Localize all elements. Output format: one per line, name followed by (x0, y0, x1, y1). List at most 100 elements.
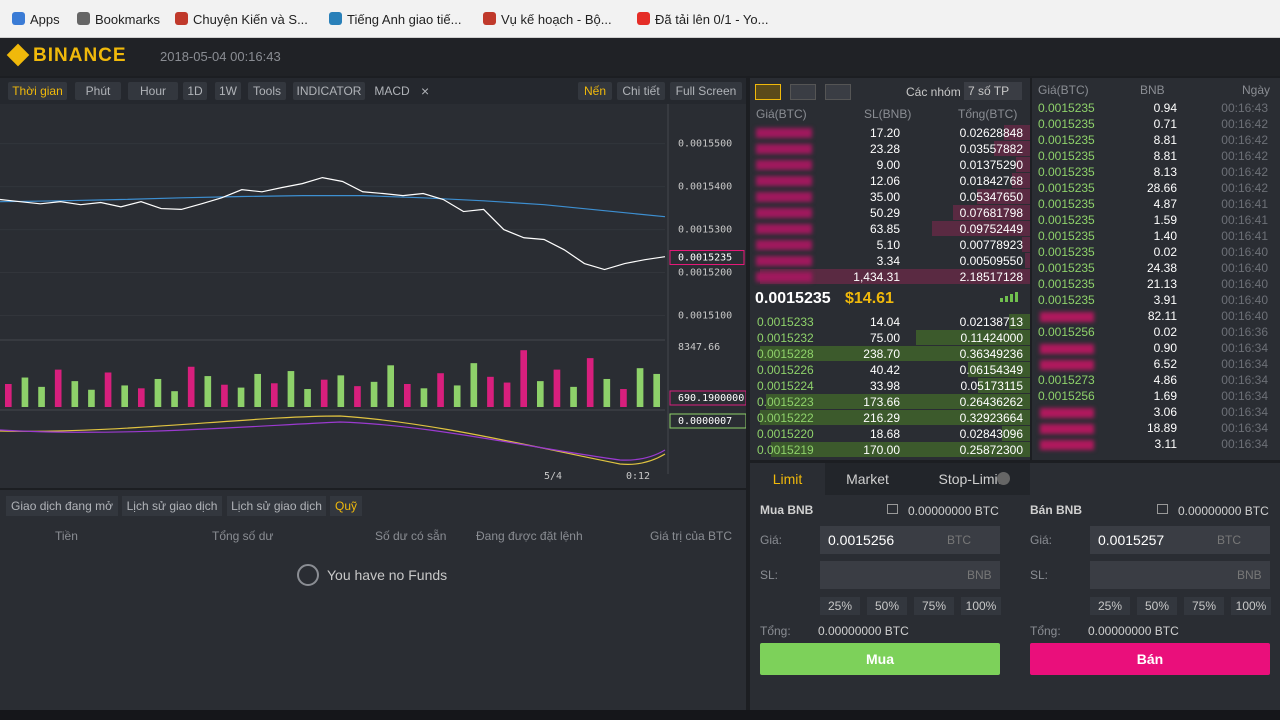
ask-price-hidden (756, 208, 812, 218)
funds-tab[interactable]: Lịch sử giao dịch (227, 496, 326, 516)
order-tab[interactable]: Market (825, 463, 910, 495)
price-input[interactable] (1090, 526, 1270, 554)
volume-bar (121, 385, 129, 407)
bottom-bar (0, 710, 1280, 720)
trade-amount: 1.40 (1153, 229, 1177, 243)
balance: 0.00000000 BTC (908, 504, 999, 518)
percent-button[interactable]: 50% (867, 597, 907, 615)
ask-amount: 63.85 (869, 222, 900, 236)
ask-price-hidden (756, 256, 812, 266)
trade-amount: 24.38 (1146, 261, 1177, 275)
trade-time: 00:16:34 (1221, 341, 1268, 355)
ask-amount: 3.34 (876, 254, 900, 268)
trade-price: 0.0015235 (1038, 293, 1095, 307)
bookmark[interactable]: Đã tải lên 0/1 - Yo... (655, 12, 769, 27)
bookmark[interactable]: Tiếng Anh giao tiế... (347, 12, 462, 27)
bid-price: 0.0015233 (757, 315, 814, 329)
y-tick-label: 0.0015500 (678, 139, 732, 150)
wallet-icon (887, 504, 898, 514)
percent-button[interactable]: 50% (1137, 597, 1177, 615)
close-indicator[interactable]: × (421, 83, 430, 99)
view-toggle[interactable] (825, 84, 851, 100)
toolbar-button[interactable]: 1W (215, 82, 241, 100)
toolbar-button[interactable]: Hour (128, 82, 178, 100)
view-toggle[interactable] (755, 84, 781, 100)
bookmark-icon (175, 12, 188, 25)
bid-amount: 33.98 (869, 379, 900, 393)
percent-button[interactable]: 25% (1090, 597, 1130, 615)
bid-price: 0.0015220 (757, 427, 814, 441)
price-input[interactable] (820, 526, 1000, 554)
funds-tab[interactable]: Lịch sử giao dịch (122, 496, 222, 516)
signal-bar (1015, 292, 1018, 302)
trade-amount: 4.87 (1153, 197, 1177, 211)
volume-bar (154, 378, 162, 407)
trade-amount: 3.11 (1154, 437, 1177, 451)
ask-depth (976, 189, 1030, 204)
toolbar-button[interactable]: MACD (374, 84, 410, 98)
volume-bar (603, 378, 611, 407)
price-value: 0.0015256 (828, 532, 895, 548)
bookmark[interactable]: Chuyện Kiến và S... (193, 12, 308, 27)
price-unit: BTC (1217, 533, 1241, 547)
bookmark[interactable]: Vụ kế hoạch - Bộ... (501, 12, 612, 27)
ask-price-hidden (756, 240, 812, 250)
total-value: 0.00000000 BTC (818, 624, 909, 638)
trade-time: 00:16:41 (1221, 229, 1268, 243)
volume-bar (636, 368, 644, 407)
bid-price: 0.0015219 (757, 443, 814, 457)
amount-input[interactable] (1090, 561, 1270, 589)
trade-amount: 4.86 (1153, 373, 1177, 387)
logo[interactable]: BINANCE (33, 45, 127, 66)
bookmark[interactable]: Apps (30, 12, 60, 27)
percent-button[interactable]: 75% (1184, 597, 1224, 615)
order-tab[interactable]: Stop-Limit (910, 463, 1030, 495)
percent-button[interactable]: 100% (961, 597, 1001, 615)
toolbar-button[interactable]: Chi tiết (617, 82, 665, 100)
trade-time: 00:16:42 (1221, 149, 1268, 163)
toolbar-button[interactable]: Phút (75, 82, 121, 100)
volume-bar (337, 375, 345, 407)
form-title: Bán BNB (1030, 503, 1083, 517)
bookmark[interactable]: Bookmarks (95, 12, 161, 27)
funds-tab[interactable]: Quỹ (330, 496, 362, 516)
trade-time: 00:16:36 (1221, 325, 1268, 339)
bid-price: 0.0015226 (757, 363, 814, 377)
y-tick-label: 0.0015400 (678, 182, 732, 193)
toolbar-button[interactable]: Tools (248, 82, 286, 100)
trade-price: 0.0015235 (1038, 165, 1095, 179)
volume-bar (487, 376, 494, 407)
ask-price-hidden (756, 224, 812, 234)
percent-button[interactable]: 75% (914, 597, 954, 615)
order-tab[interactable]: Limit (750, 463, 825, 495)
submit-button[interactable]: Bán (1030, 643, 1270, 675)
funds-tab[interactable]: Giao dịch đang mở (6, 496, 118, 516)
percent-button[interactable]: 100% (1231, 597, 1271, 615)
toolbar-button[interactable]: 1D (183, 82, 207, 100)
trade-amount: 0.02 (1153, 325, 1177, 339)
toolbar-button[interactable]: INDICATOR (293, 82, 365, 100)
submit-button[interactable]: Mua (760, 643, 1000, 675)
bid-price: 0.0015228 (757, 347, 814, 361)
toolbar-button[interactable]: Nến (578, 82, 612, 100)
amount-input[interactable] (820, 561, 1000, 589)
toolbar-button[interactable]: Thời gian (8, 82, 67, 100)
trade-price: 0.0015235 (1038, 229, 1095, 243)
trade-price: 0.0015256 (1038, 389, 1095, 403)
view-toggle[interactable] (790, 84, 816, 100)
volume-bar (370, 381, 378, 407)
header (0, 38, 1280, 76)
percent-button[interactable]: 25% (820, 597, 860, 615)
bid-amount: 75.00 (869, 331, 900, 345)
price-value: 0.0015257 (1098, 532, 1165, 548)
bid-total: 0.06154349 (959, 363, 1023, 377)
trade-amount: 82.11 (1147, 309, 1177, 323)
toolbar-button[interactable]: Full Screen (670, 82, 742, 100)
ask-amount: 12.06 (869, 174, 900, 188)
volume-bar (620, 389, 627, 407)
price-label: Giá: (760, 533, 783, 547)
trade-price: 0.0015235 (1038, 261, 1095, 275)
trade-amount: 3.06 (1153, 405, 1177, 419)
decimals[interactable]: 7 số TP (964, 82, 1022, 100)
ask-depth (994, 141, 1030, 156)
